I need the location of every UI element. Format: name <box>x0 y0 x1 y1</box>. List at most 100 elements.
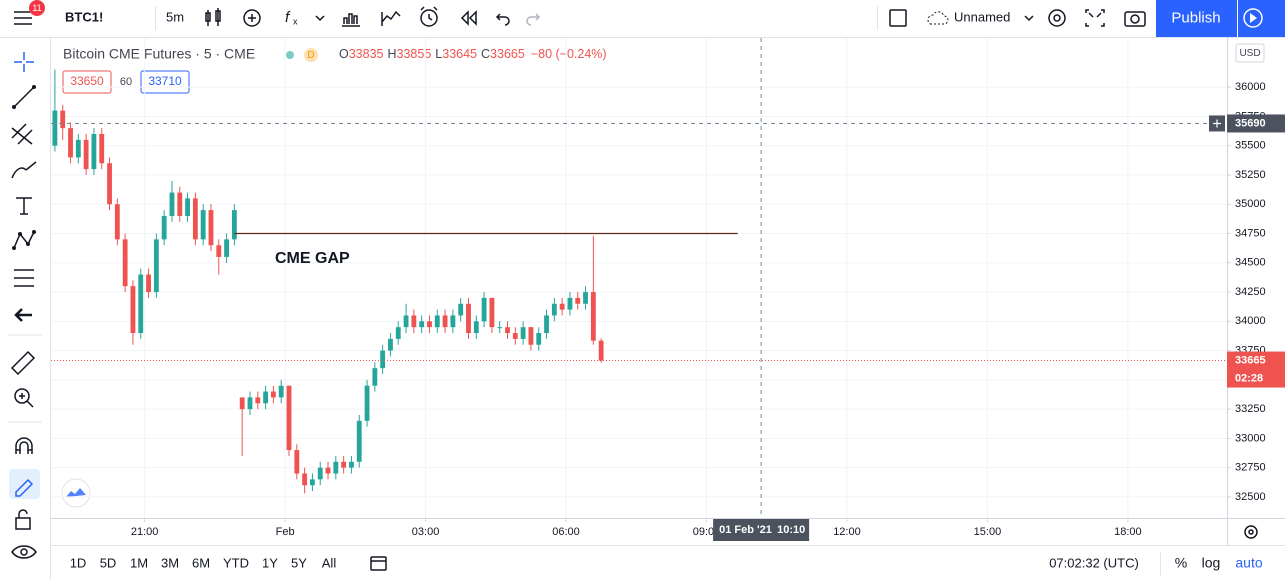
candle-body <box>310 479 315 486</box>
magnet-tool[interactable] <box>15 437 33 454</box>
layout-name[interactable]: Unnamed <box>954 9 1010 24</box>
bid-price[interactable]: 33650 <box>70 74 104 88</box>
text-tool[interactable] <box>16 197 32 215</box>
fullscreen-button[interactable] <box>1085 9 1105 27</box>
range-button[interactable]: 1M <box>130 555 148 570</box>
prediction-tool[interactable] <box>14 269 34 287</box>
candle-body <box>122 239 128 287</box>
x-tick-label: 12:00 <box>833 526 861 538</box>
y-tick-label: 34750 <box>1235 227 1266 239</box>
symbol[interactable]: BTC1! <box>65 9 103 24</box>
replay-button[interactable] <box>460 10 477 26</box>
crosshair-price-box <box>1227 114 1285 133</box>
range-button[interactable]: 1Y <box>262 555 278 570</box>
currency-box[interactable] <box>1235 43 1265 63</box>
candle-body <box>341 461 347 468</box>
range-button[interactable]: 6M <box>192 555 210 570</box>
candle-body <box>138 274 144 334</box>
ask-price[interactable]: 33710 <box>148 74 182 88</box>
ohlc-label: H <box>388 47 397 61</box>
candle-body <box>411 315 417 328</box>
candle-body <box>161 215 167 240</box>
y-tick-label: 35250 <box>1235 169 1266 181</box>
snapshot-button[interactable] <box>1124 11 1146 27</box>
range-button[interactable]: 3M <box>161 555 179 570</box>
y-tick-label: 33250 <box>1235 403 1266 415</box>
alert-button[interactable] <box>381 10 401 26</box>
range-button[interactable]: 5Y <box>291 555 307 570</box>
chart-type-button[interactable] <box>205 8 221 26</box>
replay-alert-button[interactable] <box>420 6 438 27</box>
svg-text:x: x <box>293 16 298 26</box>
brush-tool[interactable] <box>11 161 37 179</box>
fib-tool[interactable] <box>11 123 33 145</box>
pattern-tool[interactable] <box>12 230 36 250</box>
candle-body <box>505 327 510 334</box>
templates-button[interactable] <box>342 13 360 27</box>
crosshair-price: 35690 <box>1235 117 1266 129</box>
candle-body <box>466 303 471 334</box>
settings-button[interactable] <box>1244 525 1258 539</box>
visibility-tool[interactable] <box>11 545 37 559</box>
log-toggle[interactable]: log <box>1202 555 1221 571</box>
candle-body <box>114 204 120 240</box>
compare-button[interactable] <box>243 9 261 27</box>
publish-label[interactable]: Publish <box>1171 9 1220 26</box>
clock[interactable]: 07:02:32 (UTC) <box>1049 555 1139 570</box>
range-button[interactable]: All <box>322 555 337 570</box>
data-status <box>304 48 318 62</box>
range-button[interactable]: 5D <box>100 555 117 570</box>
dropdown-arrow[interactable] <box>1024 15 1034 22</box>
candle-body <box>153 239 159 293</box>
date-range-button[interactable] <box>370 556 387 571</box>
publish-button[interactable] <box>1156 0 1237 37</box>
candle-body <box>231 210 237 240</box>
fullscreen-select-button[interactable] <box>889 9 907 27</box>
measure-tool[interactable] <box>10 350 36 376</box>
settings-button[interactable] <box>1048 9 1066 27</box>
candle-body <box>567 297 573 310</box>
x-tick-label: Feb <box>276 526 295 538</box>
candle-body <box>559 303 565 310</box>
percent-toggle[interactable]: % <box>1175 555 1187 571</box>
trend-line-tool[interactable] <box>12 85 36 109</box>
y-tick-label: 36000 <box>1235 81 1266 93</box>
crosshair-tool[interactable] <box>14 52 34 72</box>
candle-body <box>520 327 526 339</box>
y-tick-label: 34250 <box>1235 286 1266 298</box>
candle-body <box>216 245 222 257</box>
zoom-tool[interactable] <box>14 388 34 408</box>
candle-body <box>224 239 229 257</box>
y-tick-label: 32750 <box>1235 462 1266 474</box>
menu-button[interactable] <box>14 11 32 25</box>
candle-body <box>427 321 432 328</box>
redo-button[interactable] <box>526 13 541 26</box>
candle-body <box>255 397 261 404</box>
auto-toggle[interactable]: auto <box>1235 555 1262 571</box>
badge <box>29 0 45 16</box>
candle-body <box>130 286 136 334</box>
collapse-button[interactable] <box>14 308 32 322</box>
candle-body <box>458 303 464 316</box>
candle-body <box>450 315 456 328</box>
range-button[interactable]: YTD <box>223 555 249 570</box>
logo-mark <box>66 488 86 497</box>
plot-area: CME GAP <box>51 38 1227 518</box>
undo-button[interactable] <box>495 13 510 26</box>
candle-body <box>403 315 409 328</box>
candle-body <box>247 397 253 410</box>
drawing-mode-icon <box>15 478 34 497</box>
range-button[interactable]: 1D <box>70 555 87 570</box>
candle-body <box>286 385 292 451</box>
layout-button[interactable] <box>927 11 949 25</box>
annotation[interactable]: CME GAP <box>275 250 350 267</box>
candle-body <box>544 315 549 334</box>
crosshair-date: 01 Feb '21 <box>719 524 772 536</box>
candle-body <box>75 139 81 158</box>
interval[interactable]: 5m <box>166 9 184 24</box>
candle-body <box>380 350 386 369</box>
ohlc-label: C <box>481 47 490 61</box>
lock-tool[interactable] <box>15 509 31 530</box>
y-tick-label: 35000 <box>1235 198 1266 210</box>
